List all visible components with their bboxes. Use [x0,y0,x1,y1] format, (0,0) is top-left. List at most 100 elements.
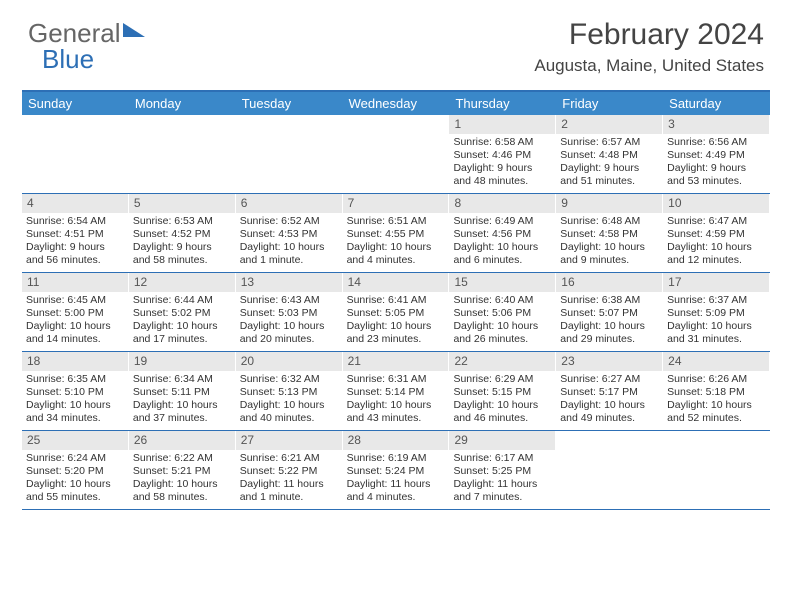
day-number: 4 [22,194,129,213]
sunset-text: Sunset: 5:15 PM [453,386,552,399]
day-number: 12 [129,273,236,292]
day-body: Sunrise: 6:54 AMSunset: 4:51 PMDaylight:… [22,213,129,272]
day-body: Sunrise: 6:57 AMSunset: 4:48 PMDaylight:… [556,134,663,193]
day-body: Sunrise: 6:48 AMSunset: 4:58 PMDaylight:… [556,213,663,272]
day-body: Sunrise: 6:51 AMSunset: 4:55 PMDaylight:… [343,213,450,272]
sunrise-text: Sunrise: 6:48 AM [560,215,659,228]
day-body: Sunrise: 6:17 AMSunset: 5:25 PMDaylight:… [449,450,556,509]
daylight-text: Daylight: 10 hours and 26 minutes. [453,320,552,346]
sunrise-text: Sunrise: 6:26 AM [667,373,766,386]
day-number: 22 [449,352,556,371]
sunrise-text: Sunrise: 6:52 AM [240,215,339,228]
daylight-text: Daylight: 10 hours and 12 minutes. [667,241,766,267]
day-number: 29 [449,431,556,450]
daylight-text: Daylight: 10 hours and 43 minutes. [347,399,446,425]
sunset-text: Sunset: 5:24 PM [347,465,446,478]
sunrise-text: Sunrise: 6:47 AM [667,215,766,228]
dow-saturday: Saturday [663,92,770,115]
daylight-text: Daylight: 10 hours and 31 minutes. [667,320,766,346]
day-cell: 7Sunrise: 6:51 AMSunset: 4:55 PMDaylight… [343,194,450,272]
day-body: Sunrise: 6:22 AMSunset: 5:21 PMDaylight:… [129,450,236,509]
day-cell: 2Sunrise: 6:57 AMSunset: 4:48 PMDaylight… [556,115,663,193]
sunrise-text: Sunrise: 6:53 AM [133,215,232,228]
day-cell: 12Sunrise: 6:44 AMSunset: 5:02 PMDayligh… [129,273,236,351]
daylight-text: Daylight: 10 hours and 9 minutes. [560,241,659,267]
day-number: 20 [236,352,343,371]
daylight-text: Daylight: 10 hours and 23 minutes. [347,320,446,346]
daylight-text: Daylight: 9 hours and 56 minutes. [26,241,125,267]
week-row: 11Sunrise: 6:45 AMSunset: 5:00 PMDayligh… [22,273,770,352]
daylight-text: Daylight: 10 hours and 46 minutes. [453,399,552,425]
week-row: 4Sunrise: 6:54 AMSunset: 4:51 PMDaylight… [22,194,770,273]
sunset-text: Sunset: 4:59 PM [667,228,766,241]
sunset-text: Sunset: 5:02 PM [133,307,232,320]
day-cell: 19Sunrise: 6:34 AMSunset: 5:11 PMDayligh… [129,352,236,430]
sunset-text: Sunset: 4:46 PM [453,149,552,162]
day-number: 28 [343,431,450,450]
day-number: 7 [343,194,450,213]
sunset-text: Sunset: 4:55 PM [347,228,446,241]
daylight-text: Daylight: 10 hours and 14 minutes. [26,320,125,346]
daylight-text: Daylight: 10 hours and 1 minute. [240,241,339,267]
day-cell: 25Sunrise: 6:24 AMSunset: 5:20 PMDayligh… [22,431,129,509]
sunrise-text: Sunrise: 6:49 AM [453,215,552,228]
sunrise-text: Sunrise: 6:21 AM [240,452,339,465]
dow-sunday: Sunday [22,92,129,115]
day-body: Sunrise: 6:52 AMSunset: 4:53 PMDaylight:… [236,213,343,272]
day-cell: 15Sunrise: 6:40 AMSunset: 5:06 PMDayligh… [449,273,556,351]
day-cell: 23Sunrise: 6:27 AMSunset: 5:17 PMDayligh… [556,352,663,430]
dow-monday: Monday [129,92,236,115]
daylight-text: Daylight: 9 hours and 51 minutes. [560,162,659,188]
day-body: Sunrise: 6:58 AMSunset: 4:46 PMDaylight:… [449,134,556,193]
daylight-text: Daylight: 10 hours and 4 minutes. [347,241,446,267]
day-cell: 3Sunrise: 6:56 AMSunset: 4:49 PMDaylight… [663,115,770,193]
empty-cell [129,115,236,193]
daylight-text: Daylight: 10 hours and 55 minutes. [26,478,125,504]
sunrise-text: Sunrise: 6:58 AM [453,136,552,149]
week-row: 1Sunrise: 6:58 AMSunset: 4:46 PMDaylight… [22,115,770,194]
day-cell: 8Sunrise: 6:49 AMSunset: 4:56 PMDaylight… [449,194,556,272]
day-cell: 29Sunrise: 6:17 AMSunset: 5:25 PMDayligh… [449,431,556,509]
daylight-text: Daylight: 10 hours and 20 minutes. [240,320,339,346]
sunrise-text: Sunrise: 6:34 AM [133,373,232,386]
empty-cell [343,115,450,193]
day-number: 9 [556,194,663,213]
day-cell: 26Sunrise: 6:22 AMSunset: 5:21 PMDayligh… [129,431,236,509]
sunrise-text: Sunrise: 6:22 AM [133,452,232,465]
day-cell: 22 Sunrise: 6:29 AMSunset: 5:15 PMDayligh… [449,352,556,430]
day-number: 26 [129,431,236,450]
daylight-text: Daylight: 9 hours and 58 minutes. [133,241,232,267]
sunset-text: Sunset: 5:22 PM [240,465,339,478]
day-number: 2 [556,115,663,134]
day-number: 16 [556,273,663,292]
daylight-text: Daylight: 10 hours and 34 minutes. [26,399,125,425]
dow-wednesday: Wednesday [343,92,450,115]
day-cell: 10Sunrise: 6:47 AMSunset: 4:59 PMDayligh… [663,194,770,272]
day-cell: 27Sunrise: 6:21 AMSunset: 5:22 PMDayligh… [236,431,343,509]
daylight-text: Daylight: 11 hours and 1 minute. [240,478,339,504]
day-cell: 18Sunrise: 6:35 AMSunset: 5:10 PMDayligh… [22,352,129,430]
day-body: Sunrise: 6:44 AMSunset: 5:02 PMDaylight:… [129,292,236,351]
sunrise-text: Sunrise: 6:41 AM [347,294,446,307]
sunrise-text: Sunrise: 6:24 AM [26,452,125,465]
day-of-week-header: SundayMondayTuesdayWednesdayThursdayFrid… [22,92,770,115]
sunset-text: Sunset: 5:25 PM [453,465,552,478]
dow-tuesday: Tuesday [236,92,343,115]
sunrise-text: Sunrise: 6:51 AM [347,215,446,228]
day-body: Sunrise: 6:19 AMSunset: 5:24 PMDaylight:… [343,450,450,509]
sunset-text: Sunset: 5:14 PM [347,386,446,399]
day-number: 24 [663,352,770,371]
day-cell: 24Sunrise: 6:26 AMSunset: 5:18 PMDayligh… [663,352,770,430]
sunset-text: Sunset: 4:56 PM [453,228,552,241]
day-number: 11 [22,273,129,292]
day-body: Sunrise: 6:27 AMSunset: 5:17 PMDaylight:… [556,371,663,430]
sunrise-text: Sunrise: 6:37 AM [667,294,766,307]
daylight-text: Daylight: 10 hours and 58 minutes. [133,478,232,504]
empty-cell [663,431,770,509]
day-body: Sunrise: 6:43 AMSunset: 5:03 PMDaylight:… [236,292,343,351]
day-number: 13 [236,273,343,292]
week-row: 18Sunrise: 6:35 AMSunset: 5:10 PMDayligh… [22,352,770,431]
daylight-text: Daylight: 9 hours and 48 minutes. [453,162,552,188]
day-body: Sunrise: 6:24 AMSunset: 5:20 PMDaylight:… [22,450,129,509]
sunrise-text: Sunrise: 6:29 AM [453,373,552,386]
